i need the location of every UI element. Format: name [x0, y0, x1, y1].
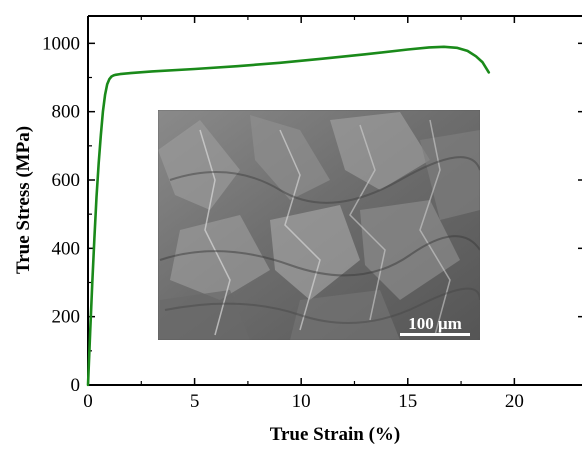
stress-strain-curve — [86, 45, 491, 387]
y-axis-title: True Stress (MPa) — [13, 126, 34, 274]
sem-inset-image — [158, 110, 480, 340]
x-tick-label: 5 — [190, 391, 200, 412]
scale-bar-label: 100 μm — [408, 314, 462, 333]
y-tick-label: 400 — [52, 238, 81, 259]
y-tick-label: 200 — [52, 307, 81, 328]
x-tick-label: 10 — [292, 391, 311, 412]
y-tick-label: 800 — [52, 102, 81, 123]
x-tick-label: 15 — [398, 391, 417, 412]
scale-bar-line — [400, 333, 470, 336]
series-group — [86, 45, 491, 387]
scale-bar: 100 μm — [400, 314, 470, 336]
x-axis-title: True Strain (%) — [270, 424, 401, 444]
x-tick-label: 20 — [505, 391, 524, 412]
y-tick-label: 600 — [52, 170, 81, 191]
x-tick-label: 0 — [83, 391, 93, 412]
y-tick-label: 0 — [71, 375, 81, 396]
y-tick-label: 1000 — [42, 33, 80, 54]
